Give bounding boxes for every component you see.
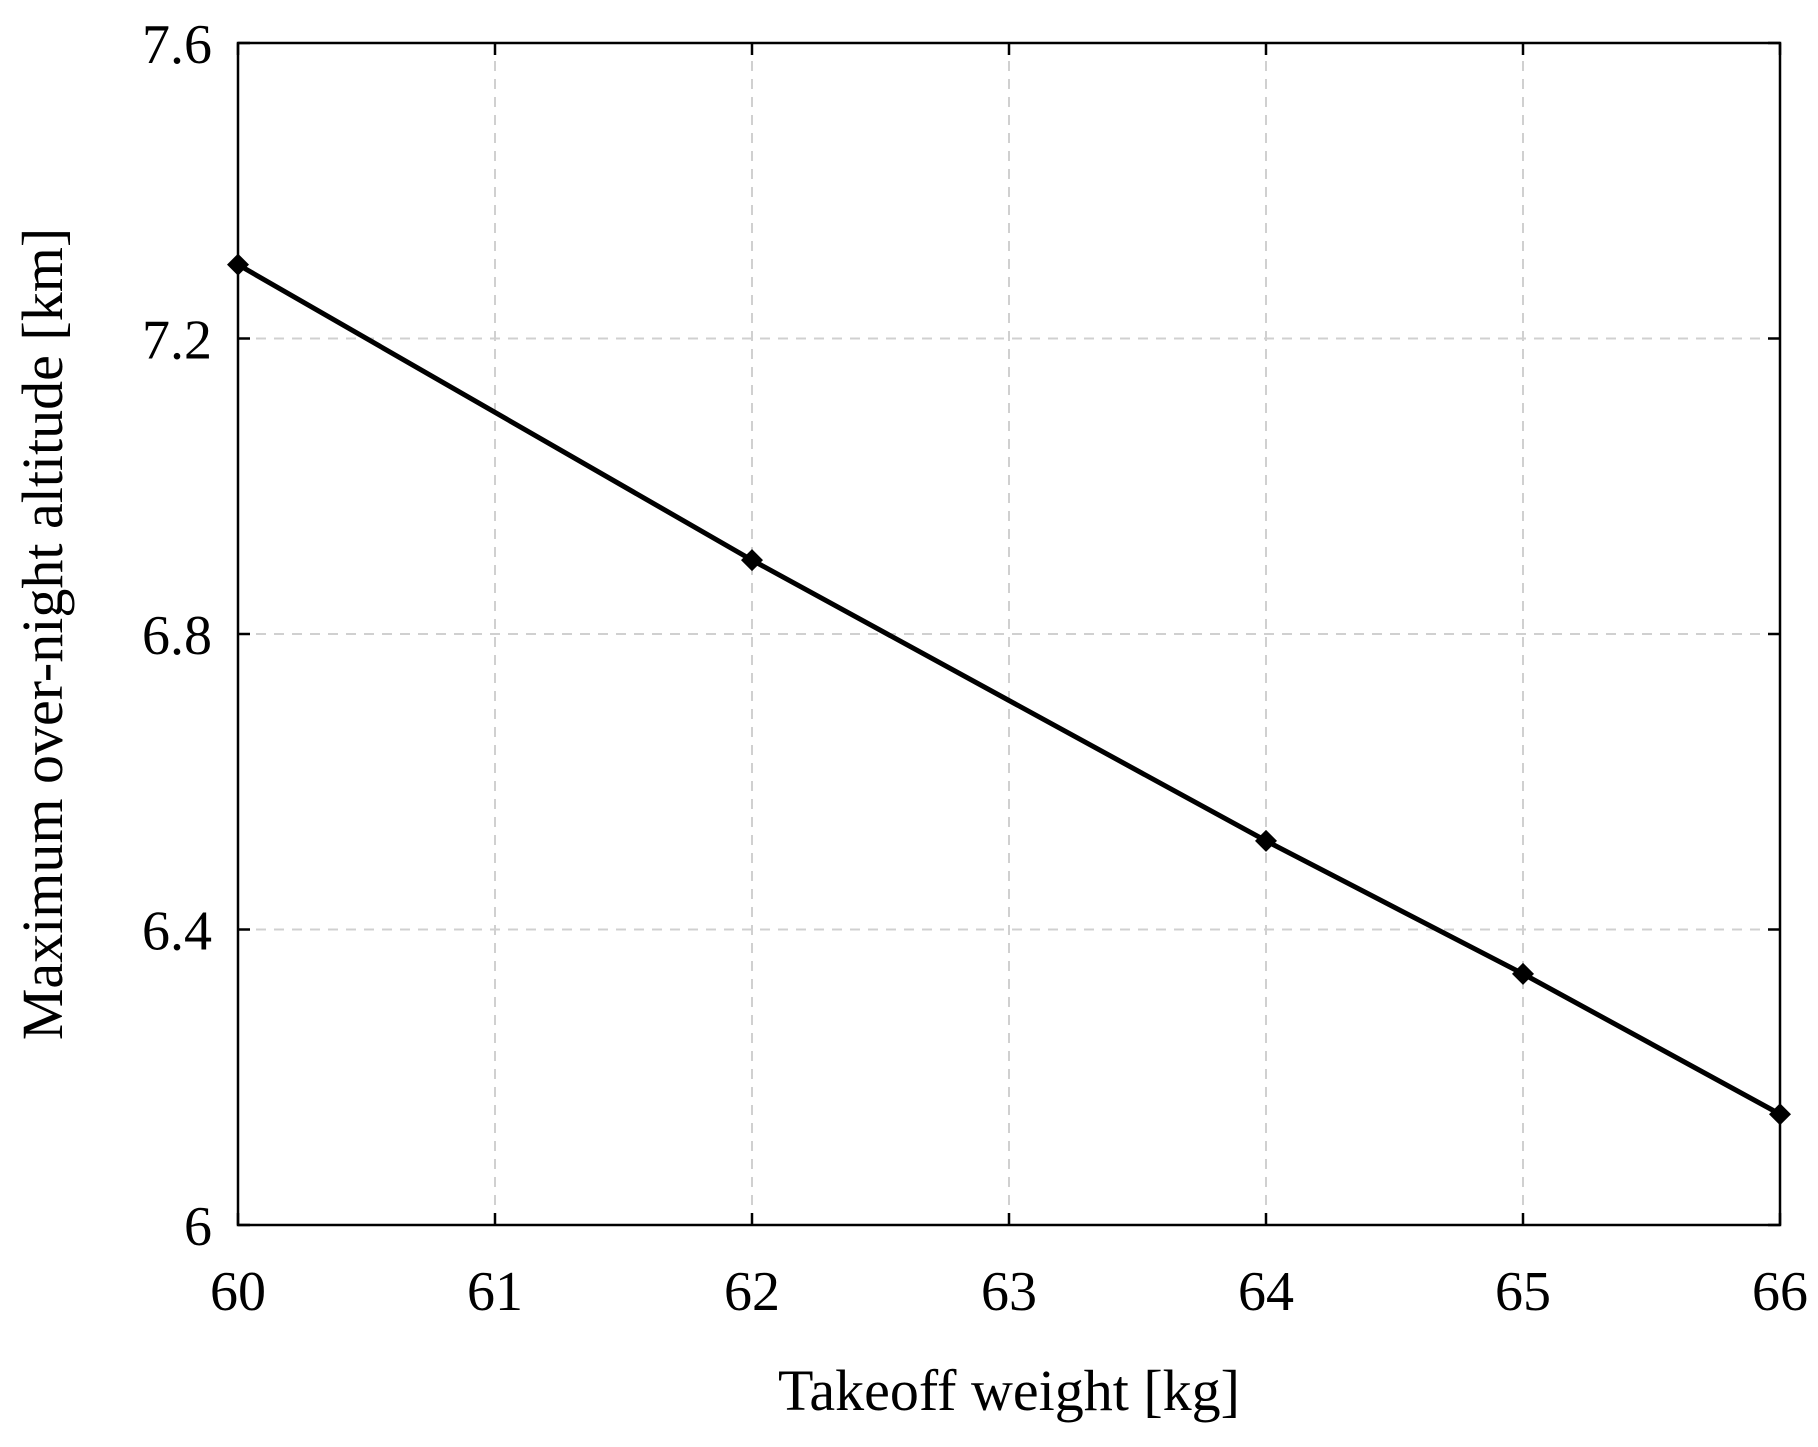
grid (238, 43, 1780, 1225)
x-tick-label: 62 (724, 1261, 780, 1323)
y-tick-label: 6.4 (142, 901, 212, 963)
data-point (1512, 962, 1534, 985)
x-axis-title: Takeoff weight [kg] (778, 1358, 1240, 1423)
data-point (227, 253, 249, 276)
x-tick-label: 64 (1238, 1261, 1294, 1323)
y-tick-label: 6 (184, 1196, 212, 1258)
data-point (1255, 829, 1277, 852)
axis-ticks (236, 41, 1782, 1227)
data-point (741, 549, 763, 572)
series (227, 253, 1791, 1126)
y-tick-label: 7.6 (142, 14, 212, 76)
x-tick-label: 61 (467, 1261, 523, 1323)
x-tick-labels: 60 61 62 63 64 65 66 (210, 1261, 1808, 1323)
x-tick-label: 63 (981, 1261, 1037, 1323)
x-tick-label: 65 (1495, 1261, 1551, 1323)
y-tick-label: 7.2 (142, 310, 212, 372)
data-point (1769, 1103, 1791, 1126)
y-tick-labels: 6 6.4 6.8 7.2 7.6 (142, 14, 212, 1258)
y-tick-label: 6.8 (142, 605, 212, 667)
x-tick-label: 66 (1752, 1261, 1808, 1323)
y-axis-title: Maximum over-night altitude [km] (10, 228, 75, 1040)
plot-frame (236, 41, 1782, 1227)
x-tick-label: 60 (210, 1261, 266, 1323)
